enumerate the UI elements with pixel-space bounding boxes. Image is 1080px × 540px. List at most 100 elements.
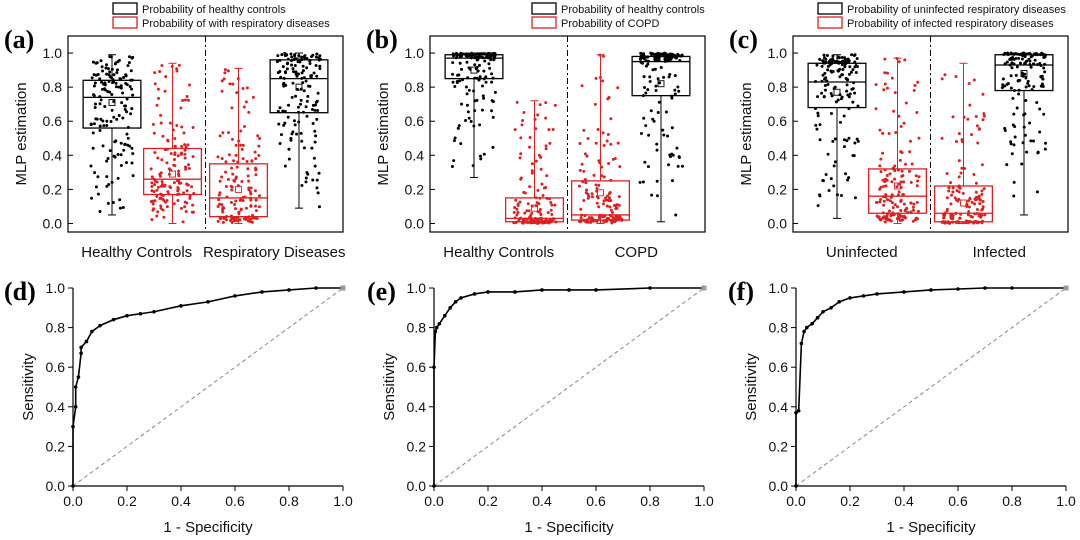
- legend-label: Probability of healthy controls: [561, 4, 705, 16]
- data-point: [646, 62, 650, 66]
- data-point: [254, 157, 258, 161]
- data-point: [220, 79, 224, 83]
- data-point: [310, 107, 314, 111]
- data-point: [655, 179, 659, 183]
- data-point: [278, 69, 282, 73]
- data-point: [845, 139, 849, 143]
- data-point: [815, 63, 819, 67]
- data-point: [1008, 63, 1012, 67]
- y-axis-title: Sensitivity: [743, 353, 760, 421]
- data-point: [234, 199, 238, 203]
- data-point: [244, 100, 248, 104]
- data-point: [594, 183, 598, 187]
- data-point: [670, 52, 674, 56]
- data-point: [257, 153, 261, 157]
- data-point: [538, 196, 542, 200]
- data-point: [316, 91, 320, 95]
- data-point: [116, 176, 120, 180]
- data-point: [601, 54, 605, 58]
- data-point: [125, 132, 129, 136]
- data-point: [676, 52, 680, 56]
- data-point: [115, 117, 119, 121]
- data-point: [1011, 55, 1015, 59]
- data-point: [600, 165, 604, 169]
- data-point: [882, 199, 886, 203]
- roc-point: [902, 290, 906, 294]
- data-point: [93, 106, 97, 110]
- roc-point: [796, 408, 801, 413]
- data-point: [670, 179, 674, 183]
- data-point: [644, 59, 648, 63]
- data-point: [222, 206, 226, 210]
- data-point: [191, 126, 195, 130]
- data-point: [96, 175, 100, 179]
- data-point: [901, 174, 905, 178]
- data-point: [159, 196, 163, 200]
- data-point: [113, 155, 117, 159]
- data-point: [480, 84, 484, 88]
- data-point: [457, 124, 461, 128]
- data-point: [180, 125, 184, 129]
- data-point: [107, 80, 111, 84]
- data-point: [312, 156, 316, 160]
- data-point: [152, 190, 156, 194]
- data-point: [902, 121, 906, 125]
- data-point: [885, 174, 889, 178]
- data-point: [180, 206, 184, 210]
- data-point: [655, 194, 659, 198]
- data-point: [315, 117, 319, 121]
- legend-swatch: [817, 16, 843, 29]
- data-point: [244, 215, 248, 219]
- data-point: [301, 81, 305, 85]
- data-point: [585, 188, 589, 192]
- data-point: [458, 61, 462, 65]
- data-point: [155, 180, 159, 184]
- data-point: [528, 145, 532, 149]
- data-point: [592, 173, 596, 177]
- data-point: [1003, 62, 1007, 66]
- data-point: [893, 169, 897, 173]
- data-point: [841, 67, 845, 71]
- data-point: [856, 139, 860, 143]
- data-point: [961, 221, 965, 225]
- data-point: [538, 208, 542, 212]
- y-tick-label: 0.4: [46, 399, 66, 415]
- data-point: [844, 172, 848, 176]
- data-point: [126, 125, 130, 129]
- data-point: [816, 114, 820, 118]
- data-point: [129, 112, 133, 116]
- data-point: [161, 208, 165, 212]
- roc-point: [314, 286, 318, 290]
- data-point: [316, 191, 320, 195]
- x-tick-label: 0.2: [840, 493, 860, 509]
- data-point: [296, 105, 300, 109]
- data-point: [879, 170, 883, 174]
- data-point: [641, 94, 645, 98]
- y-tick-label: 0.0: [407, 478, 427, 494]
- data-point: [124, 161, 128, 165]
- data-point: [855, 56, 859, 60]
- data-point: [242, 105, 246, 109]
- data-point: [1005, 163, 1009, 167]
- data-point: [173, 145, 177, 149]
- data-point: [878, 128, 882, 132]
- data-point: [126, 64, 130, 68]
- data-point: [157, 96, 161, 100]
- data-point: [673, 92, 677, 96]
- data-point: [882, 215, 886, 219]
- data-point: [94, 117, 98, 121]
- data-point: [227, 153, 231, 157]
- y-tick-label: 1.0: [46, 280, 66, 296]
- data-point: [650, 193, 654, 197]
- data-point: [106, 156, 110, 160]
- data-point: [240, 147, 244, 151]
- data-point: [149, 167, 153, 171]
- data-point: [606, 97, 610, 101]
- data-point: [911, 205, 915, 209]
- data-point: [614, 204, 618, 208]
- data-point: [1021, 51, 1025, 55]
- data-point: [649, 51, 653, 55]
- data-point: [247, 188, 251, 192]
- data-point: [231, 82, 235, 86]
